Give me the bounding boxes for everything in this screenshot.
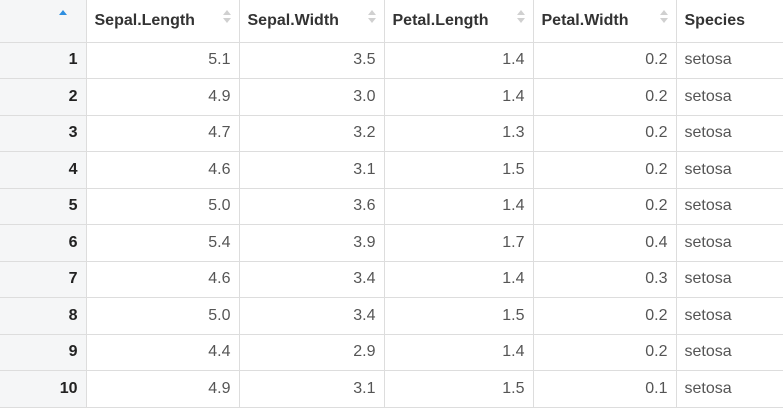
table-cell: 3.9 bbox=[238, 224, 385, 262]
table-cell: 4.6 bbox=[85, 151, 240, 189]
table-cell: 1.5 bbox=[383, 370, 534, 408]
column-header-label: Sepal.Length bbox=[94, 11, 195, 29]
table-cell: setosa bbox=[675, 114, 783, 152]
table-cell: 2.9 bbox=[238, 333, 385, 371]
table-cell: 0.1 bbox=[532, 370, 677, 408]
table-cell: 3.0 bbox=[238, 78, 385, 116]
table-cell: 5.1 bbox=[85, 41, 240, 79]
table-cell: 1.7 bbox=[383, 224, 534, 262]
row-name-cell: 9 bbox=[0, 333, 87, 371]
row-name-cell: 6 bbox=[0, 224, 87, 262]
table-cell: 5.0 bbox=[85, 297, 240, 335]
table-cell: 3.5 bbox=[238, 41, 385, 79]
table-cell: 1.5 bbox=[383, 297, 534, 335]
table-cell: 0.2 bbox=[532, 333, 677, 371]
table-cell: 5.0 bbox=[85, 187, 240, 225]
table-row: 9 4.4 2.9 1.4 0.2 setosa bbox=[0, 333, 783, 371]
table-cell: 3.2 bbox=[238, 114, 385, 152]
table-cell: 1.3 bbox=[383, 114, 534, 152]
table-cell: setosa bbox=[675, 333, 783, 371]
column-header-petal-width[interactable]: Petal.Width bbox=[532, 0, 677, 43]
header-row: Sepal.Length Sepal.Width Petal.Length Pe… bbox=[0, 0, 783, 43]
table-cell: setosa bbox=[675, 187, 783, 225]
sort-icon[interactable] bbox=[222, 9, 231, 25]
table-row: 6 5.4 3.9 1.7 0.4 setosa bbox=[0, 224, 783, 262]
column-header-label: Petal.Width bbox=[541, 11, 629, 29]
table-cell: setosa bbox=[675, 41, 783, 79]
row-name-cell: 4 bbox=[0, 151, 87, 189]
row-name-cell: 10 bbox=[0, 370, 87, 408]
table-row: 4 4.6 3.1 1.5 0.2 setosa bbox=[0, 151, 783, 189]
sort-icon[interactable] bbox=[659, 9, 668, 25]
table-cell: setosa bbox=[675, 297, 783, 335]
table-cell: 3.4 bbox=[238, 297, 385, 335]
table-cell: 0.2 bbox=[532, 78, 677, 116]
table-cell: 0.2 bbox=[532, 297, 677, 335]
table-row: 2 4.9 3.0 1.4 0.2 setosa bbox=[0, 78, 783, 116]
row-name-cell: 8 bbox=[0, 297, 87, 335]
sort-icon[interactable] bbox=[516, 9, 525, 25]
sort-icon[interactable] bbox=[367, 9, 376, 25]
sort-ascending-icon[interactable] bbox=[58, 9, 67, 25]
table-cell: 4.9 bbox=[85, 370, 240, 408]
table-cell: setosa bbox=[675, 260, 783, 298]
table-row: 8 5.0 3.4 1.5 0.2 setosa bbox=[0, 297, 783, 335]
table-row: 1 5.1 3.5 1.4 0.2 setosa bbox=[0, 41, 783, 79]
table-cell: 5.4 bbox=[85, 224, 240, 262]
table-cell: 0.3 bbox=[532, 260, 677, 298]
table-row: 7 4.6 3.4 1.4 0.3 setosa bbox=[0, 260, 783, 298]
column-header-rownames[interactable] bbox=[0, 0, 87, 43]
column-header-species[interactable]: Species bbox=[675, 0, 783, 43]
table-cell: setosa bbox=[675, 370, 783, 408]
table-row: 10 4.9 3.1 1.5 0.1 setosa bbox=[0, 370, 783, 408]
row-name-cell: 1 bbox=[0, 41, 87, 79]
column-header-sepal-width[interactable]: Sepal.Width bbox=[238, 0, 385, 43]
table-cell: 3.4 bbox=[238, 260, 385, 298]
table-cell: 3.1 bbox=[238, 370, 385, 408]
table-cell: 1.4 bbox=[383, 187, 534, 225]
table-cell: 1.4 bbox=[383, 260, 534, 298]
column-header-label: Species bbox=[684, 11, 745, 29]
table-cell: 4.4 bbox=[85, 333, 240, 371]
table-cell: 0.2 bbox=[532, 114, 677, 152]
table-row: 3 4.7 3.2 1.3 0.2 setosa bbox=[0, 114, 783, 152]
row-name-cell: 2 bbox=[0, 78, 87, 116]
table-cell: 1.4 bbox=[383, 333, 534, 371]
table-cell: 0.2 bbox=[532, 151, 677, 189]
row-name-cell: 7 bbox=[0, 260, 87, 298]
column-header-petal-length[interactable]: Petal.Length bbox=[383, 0, 534, 43]
table-row: 5 5.0 3.6 1.4 0.2 setosa bbox=[0, 187, 783, 225]
column-header-label: Sepal.Width bbox=[247, 11, 339, 29]
table-cell: 3.1 bbox=[238, 151, 385, 189]
table-cell: 0.4 bbox=[532, 224, 677, 262]
table-cell: setosa bbox=[675, 224, 783, 262]
table-cell: setosa bbox=[675, 78, 783, 116]
row-name-cell: 5 bbox=[0, 187, 87, 225]
table-cell: 1.4 bbox=[383, 78, 534, 116]
table-cell: 1.4 bbox=[383, 41, 534, 79]
table-cell: setosa bbox=[675, 151, 783, 189]
row-name-cell: 3 bbox=[0, 114, 87, 152]
table-cell: 0.2 bbox=[532, 187, 677, 225]
table-cell: 1.5 bbox=[383, 151, 534, 189]
table-cell: 3.6 bbox=[238, 187, 385, 225]
table-cell: 4.9 bbox=[85, 78, 240, 116]
table-cell: 4.7 bbox=[85, 114, 240, 152]
column-header-sepal-length[interactable]: Sepal.Length bbox=[85, 0, 240, 43]
table-cell: 4.6 bbox=[85, 260, 240, 298]
table-cell: 0.2 bbox=[532, 41, 677, 79]
column-header-label: Petal.Length bbox=[392, 11, 489, 29]
